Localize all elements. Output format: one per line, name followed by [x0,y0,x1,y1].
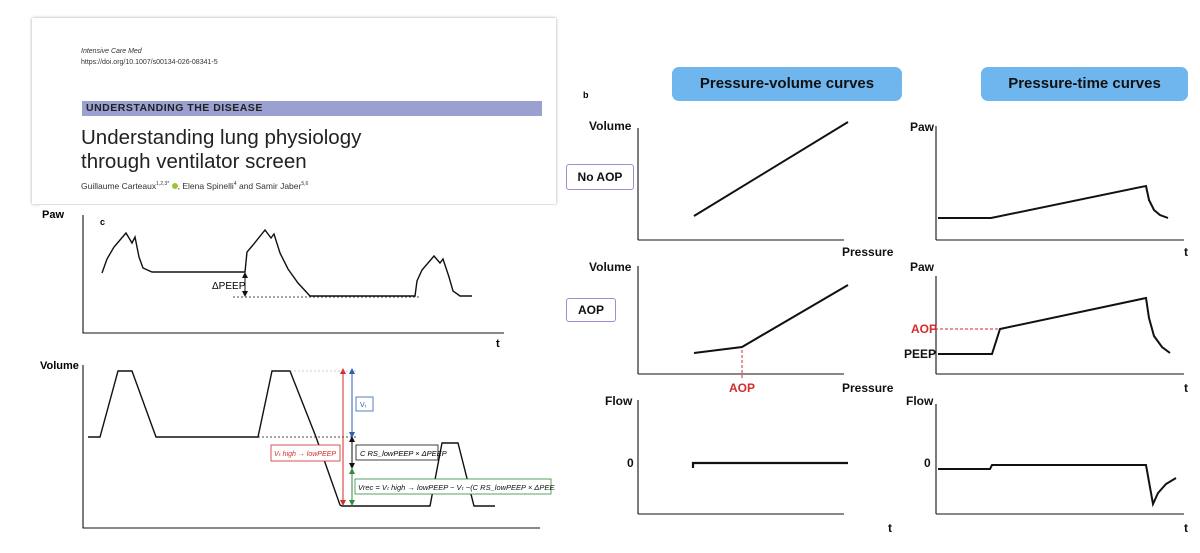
volume-waveform [88,370,495,507]
aop-marker-pt: AOP [911,322,938,336]
vrec-box [354,478,552,495]
aop-tag: AOP [566,298,616,322]
category-banner: UNDERSTANDING THE DISEASE [82,101,542,116]
t-label-1: t [1184,245,1188,259]
t-axis-label: t [496,338,500,350]
pv-axes-2 [637,266,844,375]
pressure-label-1: Pressure [842,245,894,259]
journal-name: Intensive Care Med [81,48,142,55]
pv-axes-1 [637,128,844,241]
volume-label-2: Volume [589,260,632,274]
peep-label: PEEP [904,347,937,361]
pressure-waveform [101,228,472,297]
figure-panel-c: Paw c t ΔPEEP Volume Vₜ C RS_lowPEEP × Δ… [40,205,562,540]
t-label-pv: t [888,521,892,535]
author-name[interactable]: Samir Jaber [255,181,302,191]
volume-axes [82,365,540,529]
flow-axes-pt [935,404,1184,515]
aop-marker-pv: AOP [729,381,756,395]
panel-b-letter: b [583,90,589,100]
vt-box [355,396,374,412]
author-separator: and [236,181,256,191]
paw-label-1: Paw [910,120,935,134]
flow-label-pv: Flow [605,394,633,408]
pv-line-aop [693,284,849,354]
pt-line-aop [938,296,1171,355]
vt-label: Vₜ [360,402,367,409]
pv-header-pill: Pressure-volume curves [672,67,902,101]
author-list: Guillaume Carteaux1,2,3* , Elena Spinell… [81,181,308,191]
vrec-label: Vrec = Vₜ high → lowPEEP − Vₜ −(C RS_low… [358,483,555,492]
zero-label-pt: 0 [924,456,931,470]
author-affiliation: 1,2,3* [156,181,170,188]
t-label-2: t [1184,381,1188,395]
volume-label-1: Volume [589,119,632,133]
crs-label: C RS_lowPEEP × ΔPEEP [360,449,447,458]
t-label-pt: t [1184,521,1188,535]
pt-axes-1 [935,126,1184,241]
title-line-1: Understanding lung physiology [81,126,362,149]
vt-high-box [270,444,341,462]
figure-panel-b: b [583,90,1184,515]
flow-line-pv [691,461,848,468]
pt-axes-2 [935,276,1184,375]
volume-axis-label: Volume [40,360,79,372]
paw-label-2: Paw [910,260,935,274]
pt-header-pill: Pressure-time curves [981,67,1188,101]
panel-letter: c [100,217,105,227]
flow-line-pt [938,464,1177,508]
paw-axis-label: Paw [42,209,64,221]
author-affiliation: 4 [233,181,237,188]
orcid-icon[interactable] [171,183,178,189]
vt-high-label: Vₜ high → lowPEEP [274,451,336,458]
delta-peep-label: ΔPEEP [212,281,246,292]
crs-box [355,444,439,461]
flow-axes-pv [637,400,844,515]
zero-label-pv: 0 [627,456,634,470]
flow-label-pt: Flow [906,394,934,408]
doi-link[interactable]: https://doi.org/10.1007/s00134-026-08341… [81,59,218,66]
paper-title: Understanding lung physiology through ve… [81,126,361,174]
no-aop-tag: No AOP [566,164,634,190]
paper-header-card: Intensive Care Med https://doi.org/10.10… [32,18,556,204]
paw-axes [82,215,504,334]
category-label: UNDERSTANDING THE DISEASE [86,102,263,114]
author-name[interactable]: Elena Spinelli [182,181,234,191]
author-name[interactable]: Guillaume Carteaux [81,181,157,191]
title-line-2: through ventilator screen [81,150,307,173]
pv-line-no-aop [693,121,849,217]
author-affiliation: 5,6 [301,181,309,188]
pt-line-no-aop [938,184,1169,219]
author-separator: , [177,181,183,191]
pressure-label-2: Pressure [842,381,894,395]
panel-c-diagram: Paw c t ΔPEEP Volume Vₜ C RS_lowPEEP × Δ… [40,205,562,540]
